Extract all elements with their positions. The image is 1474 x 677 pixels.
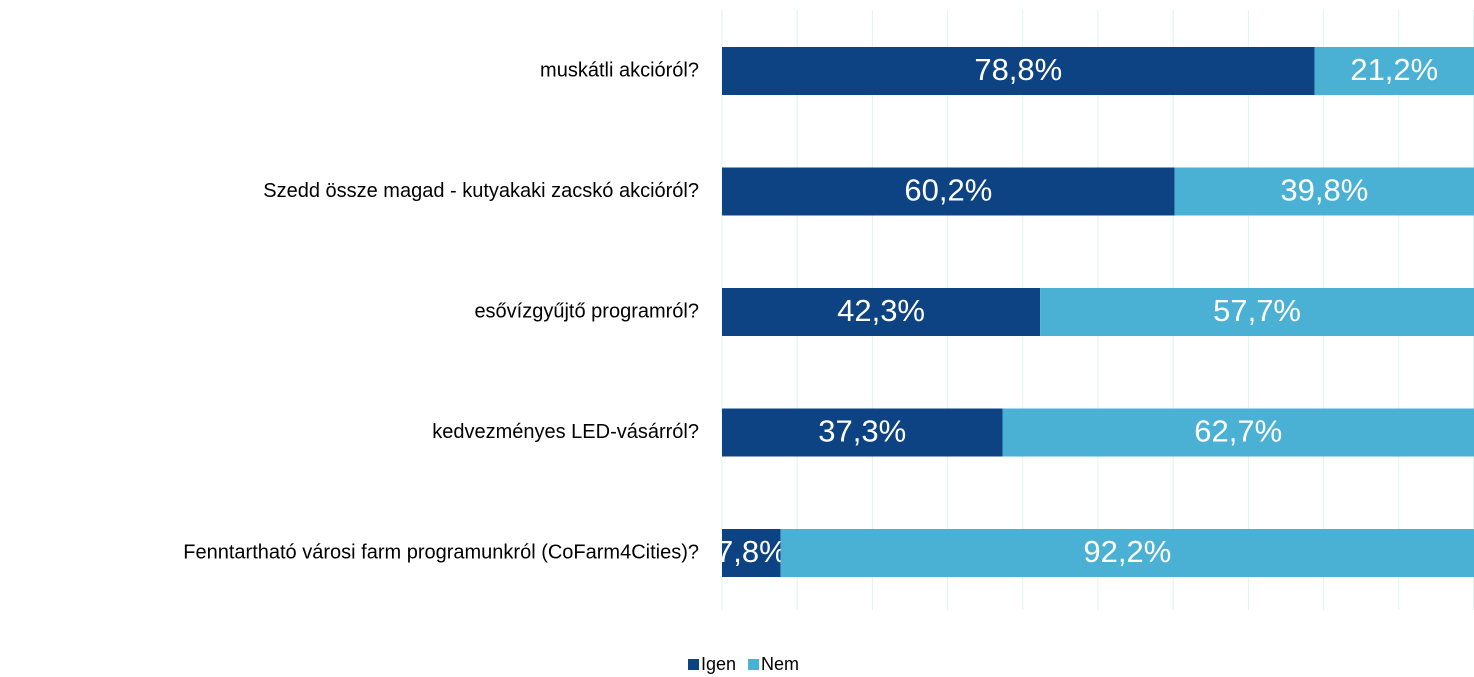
data-label: 92,2% [1083, 534, 1171, 569]
bar-segment [1040, 288, 1474, 336]
data-label: 39,8% [1280, 173, 1368, 208]
bar-segment [1174, 167, 1474, 216]
bar-segment [1314, 47, 1474, 95]
data-label: 57,7% [1213, 293, 1301, 328]
category-label: Szedd össze magad - kutyakaki zacskó akc… [263, 180, 699, 202]
data-label: 42,3% [837, 293, 925, 328]
bar-segment [780, 529, 1474, 577]
bar-segment [722, 408, 1003, 457]
category-label: muskátli akcióról? [540, 59, 699, 81]
bar-segment [722, 288, 1041, 336]
legend-swatch [748, 659, 760, 670]
category-label: esővízgyűjtő programról? [474, 300, 699, 322]
legend-swatch [688, 659, 699, 670]
data-label: 78,8% [974, 52, 1062, 87]
category-label: kedvezményes LED-vásárról? [432, 421, 699, 443]
bar-segment [722, 529, 781, 577]
data-label: 37,3% [818, 414, 906, 449]
data-label: 21,2% [1350, 52, 1438, 87]
data-label: 62,7% [1194, 414, 1282, 449]
bar-segment [722, 167, 1175, 216]
legend-label: Nem [761, 654, 799, 674]
legend-label: Igen [701, 654, 736, 674]
bar-segment [722, 47, 1315, 95]
bar-segment [1002, 408, 1474, 457]
category-label: Fenntartható városi farm programunkról (… [183, 541, 699, 563]
data-label: 60,2% [904, 173, 992, 208]
data-label: 7,8% [716, 534, 787, 569]
